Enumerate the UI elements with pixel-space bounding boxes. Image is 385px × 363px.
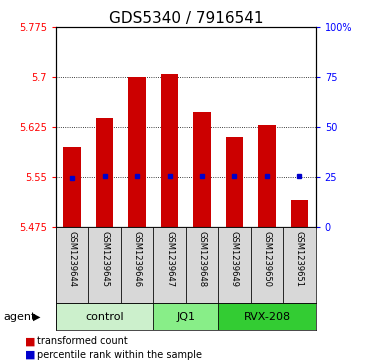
Text: GSM1239646: GSM1239646 <box>132 231 142 287</box>
Bar <box>153 303 218 330</box>
Text: GSM1239650: GSM1239650 <box>263 231 271 287</box>
Text: agent: agent <box>4 312 36 322</box>
Text: control: control <box>85 312 124 322</box>
Bar <box>121 227 153 303</box>
Bar <box>88 227 121 303</box>
Text: GSM1239651: GSM1239651 <box>295 231 304 287</box>
Text: JQ1: JQ1 <box>176 312 195 322</box>
Bar <box>161 74 179 227</box>
Bar <box>283 227 316 303</box>
Bar <box>186 227 218 303</box>
Text: GSM1239647: GSM1239647 <box>165 231 174 287</box>
Text: GSM1239644: GSM1239644 <box>67 231 77 287</box>
Bar <box>153 227 186 303</box>
Title: GDS5340 / 7916541: GDS5340 / 7916541 <box>109 11 263 26</box>
Text: GSM1239649: GSM1239649 <box>230 231 239 287</box>
Bar <box>291 200 308 227</box>
Bar <box>56 303 153 330</box>
Text: percentile rank within the sample: percentile rank within the sample <box>37 350 202 360</box>
Text: ■: ■ <box>25 336 35 346</box>
Bar <box>258 125 276 227</box>
Bar <box>218 227 251 303</box>
Text: ■: ■ <box>25 350 35 360</box>
Bar <box>251 227 283 303</box>
Bar <box>63 147 81 227</box>
Bar <box>128 77 146 227</box>
Text: ▶: ▶ <box>33 312 40 322</box>
Bar <box>193 112 211 227</box>
Bar <box>56 227 88 303</box>
Bar <box>218 303 316 330</box>
Text: transformed count: transformed count <box>37 336 127 346</box>
Bar <box>95 118 114 227</box>
Text: GSM1239645: GSM1239645 <box>100 231 109 287</box>
Text: GSM1239648: GSM1239648 <box>198 231 206 287</box>
Text: RVX-208: RVX-208 <box>243 312 291 322</box>
Bar <box>226 137 243 227</box>
